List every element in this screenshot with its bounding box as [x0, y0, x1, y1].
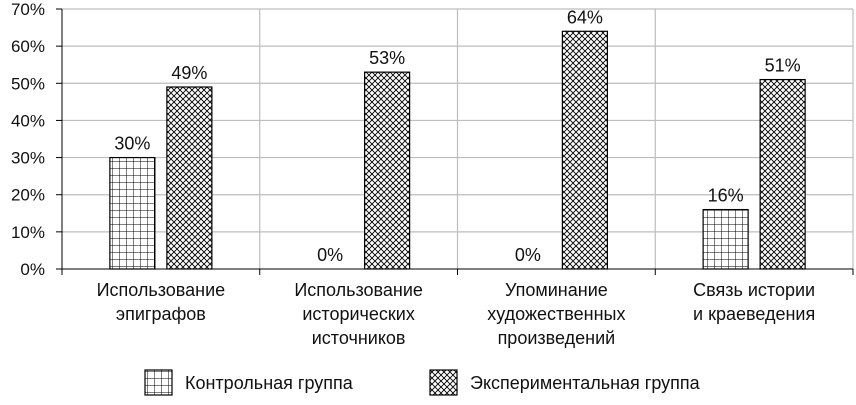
y-tick-label: 50% [11, 74, 45, 93]
legend-swatch [144, 369, 173, 396]
category-label: Использование [97, 280, 226, 300]
legend: Контрольная группа Экспериментальная груп… [144, 369, 701, 396]
data-label: 49% [171, 63, 207, 83]
category-label: источников [312, 328, 406, 348]
category-label: художественных [487, 304, 625, 324]
bars [109, 30, 806, 270]
y-tick-label: 20% [11, 186, 45, 205]
category-label: эпиграфов [116, 304, 206, 324]
data-label: 0% [317, 245, 343, 265]
legend-label: Экспериментальная группа [470, 373, 701, 393]
y-tick-label: 30% [11, 149, 45, 168]
bar-experimental [561, 30, 608, 270]
data-label: 30% [114, 134, 150, 154]
bar-experimental [166, 86, 213, 270]
data-label: 53% [369, 48, 405, 68]
y-tick-label: 0% [20, 260, 45, 279]
data-label: 51% [765, 56, 801, 76]
bar-control [109, 156, 156, 270]
data-label: 0% [515, 245, 541, 265]
data-label: 64% [567, 7, 603, 27]
category-label: Связь истории [693, 280, 815, 300]
y-tick-label: 60% [11, 37, 45, 56]
bar-experimental [364, 71, 411, 270]
category-label: исторических [302, 304, 415, 324]
legend-label: Контрольная группа [185, 373, 354, 393]
y-tick-label: 70% [11, 0, 45, 19]
category-label: Использование [294, 280, 423, 300]
data-label: 16% [708, 186, 744, 206]
data-labels: 30% 0% 0% 16% 49% 53% 64% 51% [114, 7, 800, 265]
y-tick-label: 10% [11, 223, 45, 242]
legend-swatch [429, 369, 458, 396]
category-labels: Использование эпиграфов Использование истор… [97, 280, 816, 348]
bar-experimental [759, 78, 806, 270]
y-tick-label: 40% [11, 111, 45, 130]
bar-control [702, 208, 749, 270]
category-label: Упоминание [505, 280, 608, 300]
category-label: и краеведения [693, 304, 815, 324]
category-label: произведений [498, 328, 616, 348]
